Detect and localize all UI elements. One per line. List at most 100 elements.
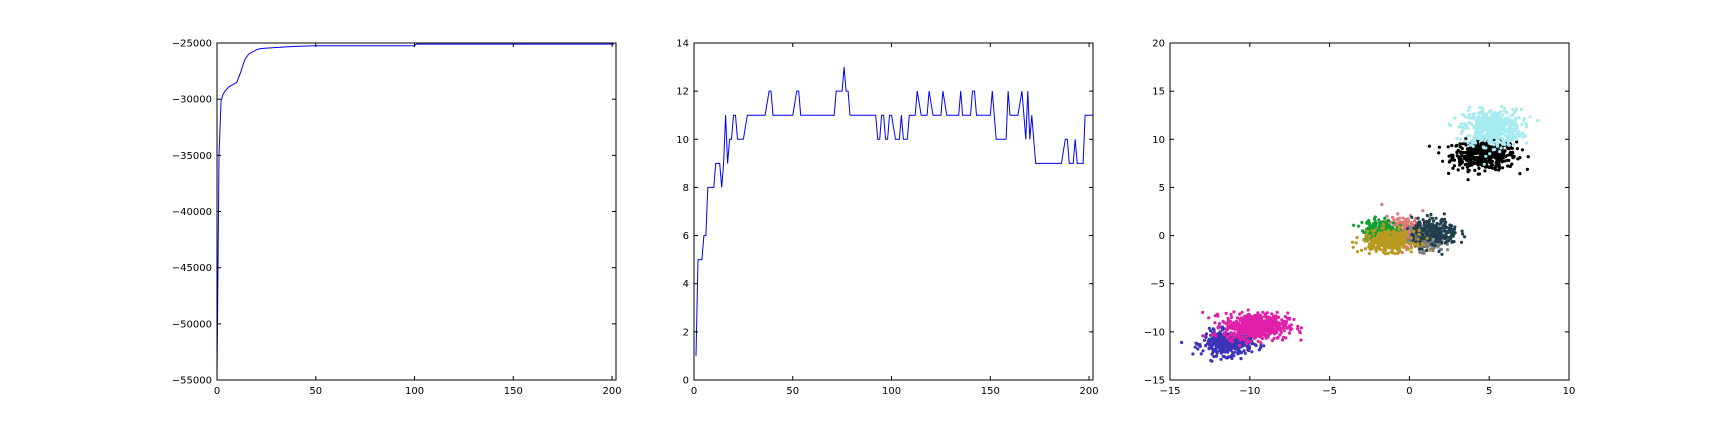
scatter-point <box>1528 115 1532 119</box>
scatter-point <box>1366 238 1370 242</box>
scatter-point <box>1451 166 1455 170</box>
scatter-point <box>1478 133 1482 138</box>
scatter-point <box>1502 126 1506 130</box>
scatter-point <box>1468 116 1472 120</box>
scatter-point <box>1232 331 1236 335</box>
scatter-point <box>1509 138 1513 142</box>
scatter-point <box>1407 230 1411 234</box>
scatter-point <box>1456 168 1460 172</box>
scatter-point <box>1214 334 1218 338</box>
scatter-point <box>1506 142 1510 146</box>
scatter-point <box>1491 135 1495 139</box>
scatter-point <box>1218 330 1222 334</box>
scatter-point <box>1426 245 1430 249</box>
scatter-point <box>1296 327 1300 331</box>
scatter-point <box>1495 137 1500 141</box>
scatter-point <box>1228 324 1232 328</box>
scatter-point <box>1469 122 1474 126</box>
scatter-point <box>1272 330 1276 334</box>
scatter-point <box>1380 232 1385 236</box>
chart-2-data <box>695 67 1093 356</box>
scatter-point <box>1416 244 1420 248</box>
scatter-point <box>1272 314 1276 318</box>
scatter-point <box>1213 342 1217 346</box>
scatter-point <box>1498 150 1502 154</box>
scatter-cluster-4 <box>1201 308 1303 348</box>
scatter-point <box>1487 140 1491 144</box>
scatter-point <box>1472 116 1476 120</box>
scatter-point <box>1459 131 1463 135</box>
x-tick-label: 100 <box>882 386 901 397</box>
scatter-point <box>1397 225 1401 229</box>
scatter-point <box>1244 321 1248 325</box>
scatter-point <box>1279 326 1283 330</box>
scatter-point <box>1518 156 1522 160</box>
scatter-point <box>1235 327 1239 331</box>
scatter-point <box>1235 340 1239 344</box>
scatter-point <box>1267 322 1271 326</box>
scatter-point <box>1229 326 1233 330</box>
scatter-point <box>1510 120 1514 124</box>
scatter-point <box>1270 338 1274 343</box>
scatter-point <box>1403 230 1407 234</box>
scatter-point <box>1413 242 1417 246</box>
scatter-point <box>1264 334 1268 338</box>
scatter-point <box>1365 221 1369 225</box>
scatter-point <box>1436 230 1440 234</box>
chart-1-data <box>217 43 614 378</box>
scatter-point <box>1447 160 1451 164</box>
scatter-point <box>1458 142 1462 146</box>
y-tick-label: −5 <box>1150 279 1165 290</box>
scatter-point <box>1367 252 1371 256</box>
x-tick-label: 10 <box>1563 386 1576 397</box>
y-tick-label: 12 <box>676 87 689 98</box>
scatter-point <box>1180 340 1184 345</box>
scatter-point <box>1374 224 1378 228</box>
scatter-point <box>1476 172 1480 176</box>
scatter-point <box>1447 122 1451 126</box>
scatter-point <box>1399 230 1403 234</box>
scatter-point <box>1287 331 1292 335</box>
scatter-point <box>1513 116 1518 120</box>
scatter-point <box>1465 156 1469 160</box>
scatter-point <box>1447 154 1451 158</box>
scatter-point <box>1382 244 1386 249</box>
scatter-point <box>1425 236 1429 240</box>
scatter-point <box>1449 236 1453 240</box>
y-tick-label: 20 <box>1152 39 1165 50</box>
scatter-point <box>1504 134 1508 138</box>
scatter-point <box>1377 218 1381 222</box>
scatter-point <box>1247 346 1252 350</box>
scatter-point <box>1442 212 1446 216</box>
scatter-point <box>1240 322 1244 326</box>
scatter-point <box>1355 250 1360 254</box>
scatter-point <box>1475 161 1479 165</box>
scatter-point <box>1509 130 1513 134</box>
scatter-point <box>1511 151 1515 155</box>
scatter-cluster-2 <box>1447 104 1540 166</box>
scatter-point <box>1263 323 1267 327</box>
scatter-point <box>1422 243 1426 247</box>
scatter-point <box>1242 338 1246 342</box>
scatter-point <box>1380 202 1384 207</box>
scatter-point <box>1391 215 1395 219</box>
scatter-point <box>1520 122 1524 126</box>
scatter-point <box>1468 161 1472 165</box>
scatter-point <box>1463 115 1467 119</box>
scatter-point <box>1509 124 1513 128</box>
scatter-point <box>1482 162 1486 166</box>
scatter-point <box>1251 316 1255 320</box>
scatter-point <box>1386 251 1390 255</box>
scatter-point <box>1483 118 1487 122</box>
y-tick-label: 2 <box>683 327 689 338</box>
scatter-point <box>1427 144 1431 148</box>
scatter-point <box>1441 159 1445 163</box>
scatter-point <box>1460 153 1464 158</box>
scatter-point <box>1217 349 1221 353</box>
scatter-point <box>1432 219 1436 223</box>
scatter-point <box>1226 327 1230 331</box>
scatter-point <box>1220 350 1224 354</box>
scatter-point <box>1417 220 1421 224</box>
scatter-point <box>1480 130 1485 134</box>
scatter-point <box>1370 247 1374 251</box>
